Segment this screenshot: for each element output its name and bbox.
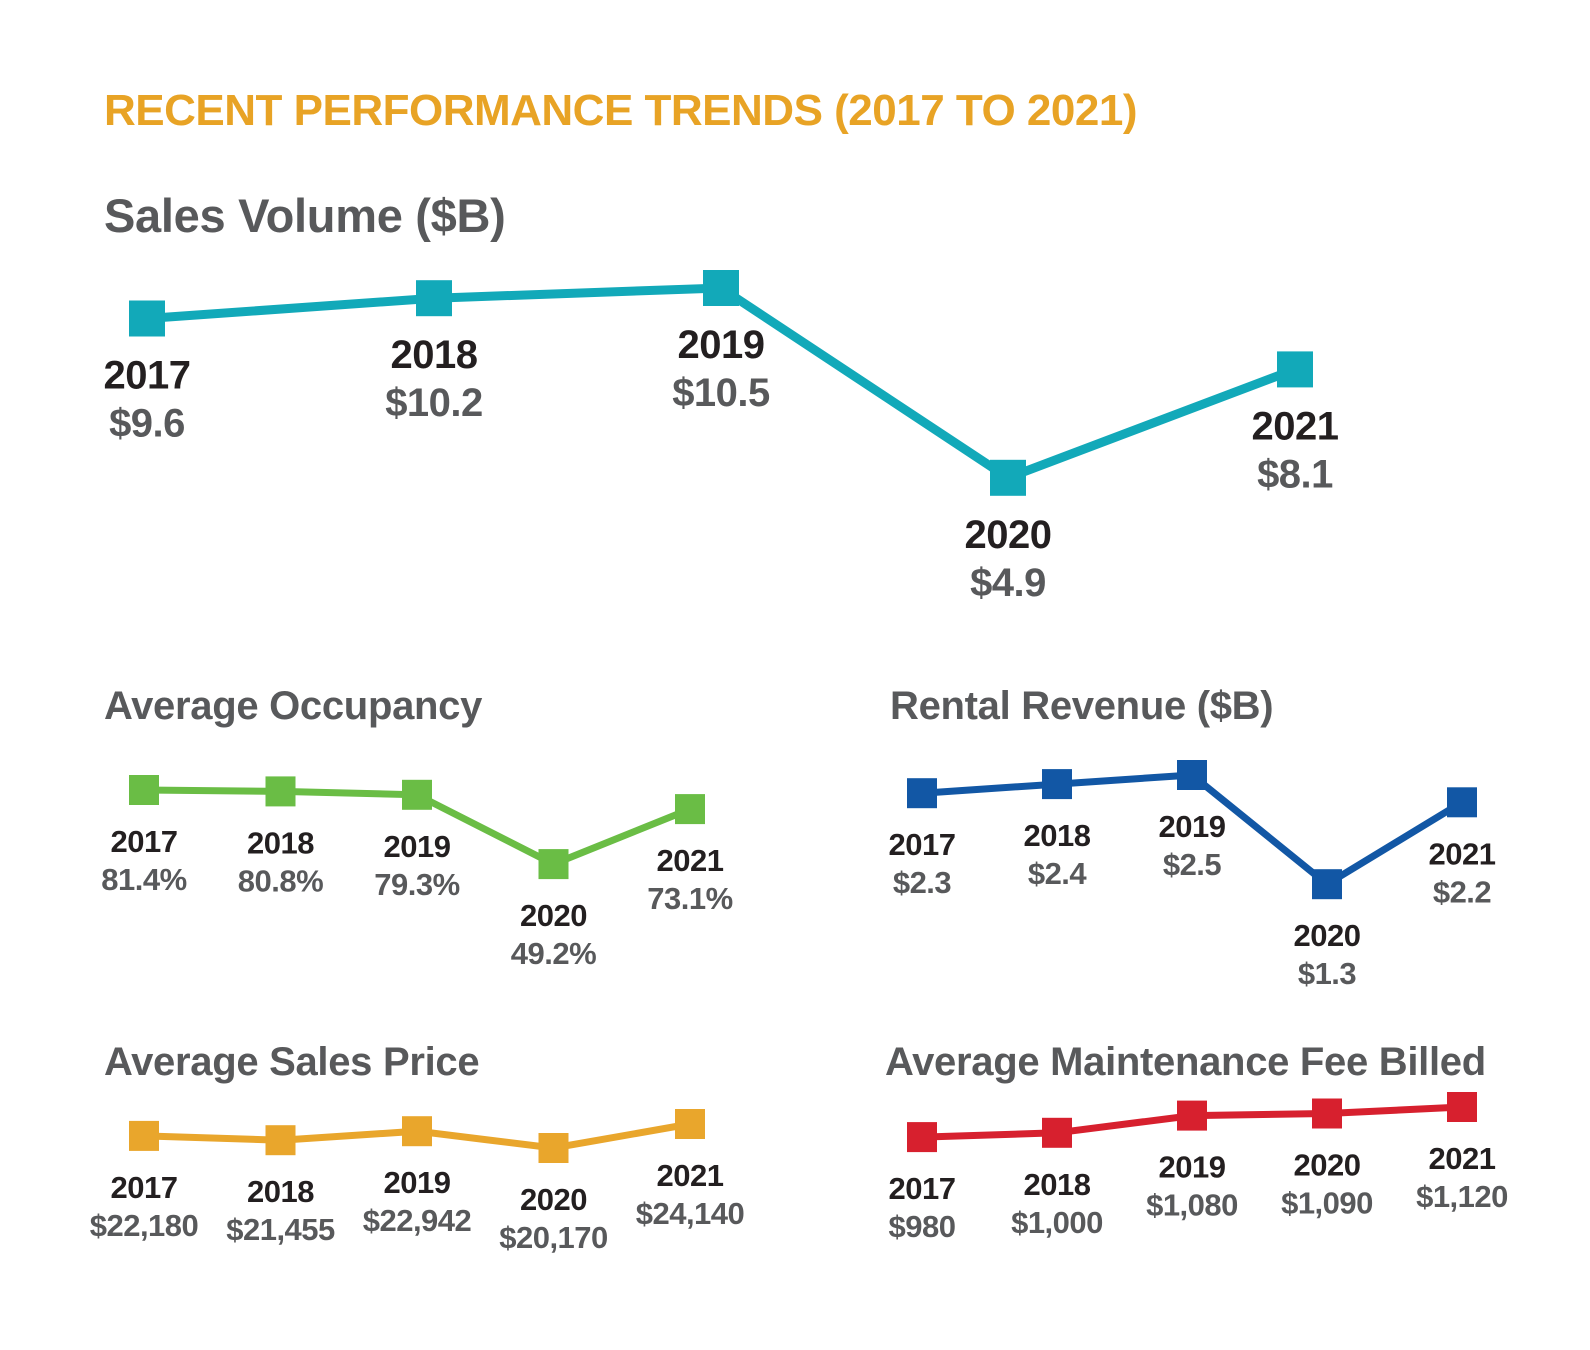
year-label-2018: 2018 [247,1174,314,1209]
year-label-2021: 2021 [1429,1141,1496,1176]
chart-title-sales-volume: Sales Volume ($B) [104,189,506,242]
data-point-marker-2019 [703,270,739,306]
average_sales_price-chart: 2017$22,180 2018$21,455 2019$22,942 2020$20… [90,1109,745,1255]
value-label-2021: $24,140 [636,1196,745,1231]
year-label-2017: 2017 [889,1171,956,1206]
data-point-marker-2020 [538,1133,569,1163]
year-label-2017: 2017 [111,824,178,859]
year-label-2019: 2019 [1159,1150,1226,1185]
chart-title-rental-revenue: Rental Revenue ($B) [890,684,1274,728]
year-label-2020: 2020 [520,898,587,933]
data-point-marker-2019 [402,1116,432,1147]
data-point-marker-2021 [675,794,705,825]
year-label-2018: 2018 [1024,1167,1091,1202]
year-label-2018: 2018 [391,333,478,377]
value-label-2017: $2.3 [893,865,952,900]
year-label-2018: 2018 [247,825,314,860]
year-label-2019: 2019 [1159,809,1226,844]
value-label-2018: $2.4 [1028,856,1088,891]
value-label-2017: $22,180 [90,1208,199,1243]
year-label-2021: 2021 [1429,836,1496,871]
year-label-2019: 2019 [384,1165,451,1200]
value-label-2020: $1,090 [1281,1186,1373,1221]
value-label-2018: $21,455 [226,1212,335,1247]
value-label-2020: 49.2% [511,936,596,971]
data-point-marker-2020 [1312,1098,1342,1129]
data-point-marker-2017 [129,1120,159,1151]
value-label-2020: $1.3 [1298,956,1357,991]
year-label-2020: 2020 [1294,1148,1361,1183]
chart-title-average-occupancy: Average Occupancy [104,684,483,728]
year-label-2017: 2017 [111,1170,178,1205]
data-point-marker-2018 [265,1125,296,1156]
year-label-2017: 2017 [104,354,191,398]
value-label-2018: $10.2 [385,381,483,425]
chart-title-average-maintenance-fee: Average Maintenance Fee Billed [885,1040,1486,1084]
data-point-marker-2017 [129,775,159,805]
year-label-2020: 2020 [520,1182,587,1217]
value-label-2019: 79.3% [374,867,459,902]
year-label-2018: 2018 [1024,818,1091,853]
value-label-2021: $1,120 [1416,1179,1508,1214]
data-point-marker-2021 [675,1109,705,1139]
value-label-2017: 81.4% [101,862,186,897]
value-label-2019: $22,942 [363,1203,472,1238]
value-label-2021: 73.1% [647,881,732,916]
data-point-marker-2018 [265,776,296,807]
value-label-2020: $20,170 [499,1220,608,1255]
value-label-2018: 80.8% [238,863,323,898]
chart-title-average-sales-price: Average Sales Price [104,1040,480,1084]
data-point-marker-2019 [402,779,432,810]
data-point-marker-2019 [1177,1100,1207,1131]
year-label-2021: 2021 [657,843,724,878]
data-point-marker-2019 [1177,760,1207,790]
data-point-marker-2018 [1042,1117,1072,1148]
data-point-marker-2017 [907,778,937,809]
data-point-marker-2020 [1312,869,1342,900]
sales_volume-chart: 2017$9.6 2018$10.2 2019$10.5 2020$4.9 2021$8… [104,270,1339,605]
data-point-marker-2021 [1277,351,1313,388]
page-title: RECENT PERFORMANCE TRENDS (2017 TO 2021) [104,86,1137,135]
year-label-2019: 2019 [678,323,765,367]
value-label-2021: $8.1 [1257,452,1333,496]
value-label-2018: $1,000 [1011,1205,1103,1240]
data-point-marker-2017 [907,1122,937,1153]
year-label-2020: 2020 [1294,918,1361,953]
data-point-marker-2018 [1042,769,1072,800]
data-point-marker-2017 [129,300,165,337]
data-point-marker-2021 [1447,787,1477,818]
value-label-2017: $9.6 [109,402,185,446]
data-point-marker-2021 [1447,1092,1477,1122]
value-label-2019: $10.5 [672,371,770,415]
year-label-2021: 2021 [1252,404,1339,448]
data-point-marker-2018 [416,280,452,317]
year-label-2019: 2019 [384,829,451,864]
year-label-2020: 2020 [965,513,1052,557]
value-label-2020: $4.9 [970,561,1046,605]
year-label-2017: 2017 [889,827,956,862]
value-label-2019: $2.5 [1163,847,1222,882]
average_maintenance_fee-chart: 2017$980 2018$1,000 2019$1,080 2020$1,090 20… [889,1092,1508,1244]
value-label-2021: $2.2 [1433,874,1491,909]
rental_revenue-chart: 2017$2.3 2018$2.4 2019$2.5 2020$1.3 2021$2.2 [889,760,1496,991]
year-label-2021: 2021 [657,1158,724,1193]
value-label-2017: $980 [889,1209,956,1244]
value-label-2019: $1,080 [1146,1188,1238,1223]
data-point-marker-2020 [538,849,569,880]
data-point-marker-2020 [990,459,1026,496]
